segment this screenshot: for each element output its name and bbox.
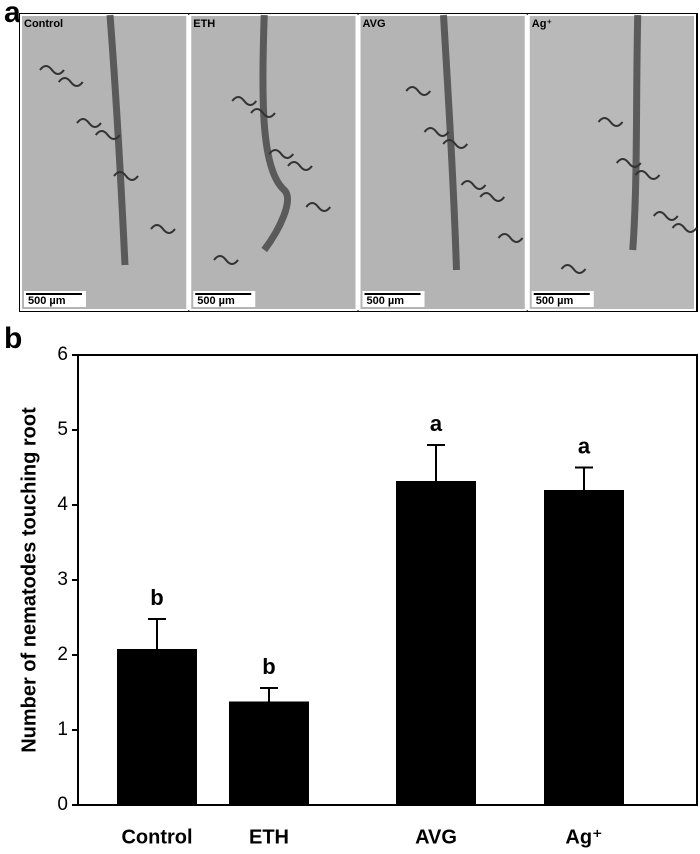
scale-label: 500 µm bbox=[28, 295, 66, 307]
panel-label: a bbox=[4, 0, 21, 29]
nematode bbox=[268, 149, 295, 159]
nematode bbox=[113, 171, 139, 181]
nematode bbox=[423, 127, 450, 137]
nematode bbox=[560, 264, 587, 274]
nematode bbox=[634, 170, 661, 180]
root bbox=[106, 14, 129, 266]
annotation: b bbox=[262, 654, 275, 679]
x-tick-label: Control bbox=[121, 826, 192, 848]
nematode bbox=[76, 118, 102, 128]
nematode bbox=[94, 130, 121, 140]
x-tick-label: Ag⁺ bbox=[565, 826, 602, 848]
scale-label: 500 µm bbox=[536, 295, 574, 307]
root bbox=[629, 14, 642, 251]
nematode bbox=[405, 86, 432, 96]
annotation: a bbox=[430, 411, 443, 436]
nematode bbox=[57, 77, 84, 87]
y-tick-label: 2 bbox=[57, 644, 68, 665]
micrograph bbox=[358, 14, 527, 311]
nematode bbox=[497, 233, 524, 243]
error-bar bbox=[575, 466, 593, 490]
scale-label: 500 µm bbox=[367, 295, 405, 307]
error-bar bbox=[148, 618, 166, 649]
micrograph bbox=[527, 14, 696, 311]
nematode bbox=[479, 192, 506, 202]
image-label: AVG bbox=[363, 18, 386, 30]
bar bbox=[396, 481, 476, 805]
nematode bbox=[615, 158, 642, 168]
nematode bbox=[460, 180, 487, 190]
image-label: Ag⁺ bbox=[532, 18, 553, 30]
y-tick-label: 6 bbox=[57, 344, 68, 365]
micrograph bbox=[20, 14, 189, 311]
y-tick-label: 4 bbox=[57, 494, 68, 515]
scale-label: 500 µm bbox=[197, 295, 235, 307]
image-label: Control bbox=[24, 18, 63, 30]
nematode bbox=[231, 96, 258, 106]
nematode bbox=[150, 224, 176, 234]
x-tick-label: ETH bbox=[249, 826, 289, 848]
y-tick-label: 0 bbox=[57, 794, 68, 815]
y-axis-label: Number of nematodes touching root bbox=[18, 407, 40, 753]
nematode bbox=[250, 108, 276, 118]
image-label: ETH bbox=[193, 18, 215, 30]
nematode bbox=[305, 202, 332, 212]
nematode bbox=[39, 65, 65, 75]
root bbox=[259, 14, 291, 253]
error-bar bbox=[260, 687, 278, 702]
nematode bbox=[287, 161, 313, 171]
nematode bbox=[442, 139, 469, 149]
bar bbox=[544, 490, 624, 805]
y-tick-label: 5 bbox=[57, 419, 68, 440]
nematode bbox=[597, 117, 624, 127]
nematode bbox=[213, 255, 239, 265]
y-tick-label: 1 bbox=[57, 719, 68, 740]
bar bbox=[229, 701, 309, 805]
annotation: b bbox=[150, 585, 163, 610]
y-tick-label: 3 bbox=[57, 569, 68, 590]
x-tick-label: AVG bbox=[415, 826, 457, 848]
annotation: a bbox=[578, 433, 591, 458]
nematode bbox=[652, 211, 679, 221]
panel-label: b bbox=[4, 322, 22, 355]
nematode bbox=[671, 223, 698, 233]
error-bar bbox=[427, 444, 445, 481]
bar bbox=[117, 649, 197, 805]
